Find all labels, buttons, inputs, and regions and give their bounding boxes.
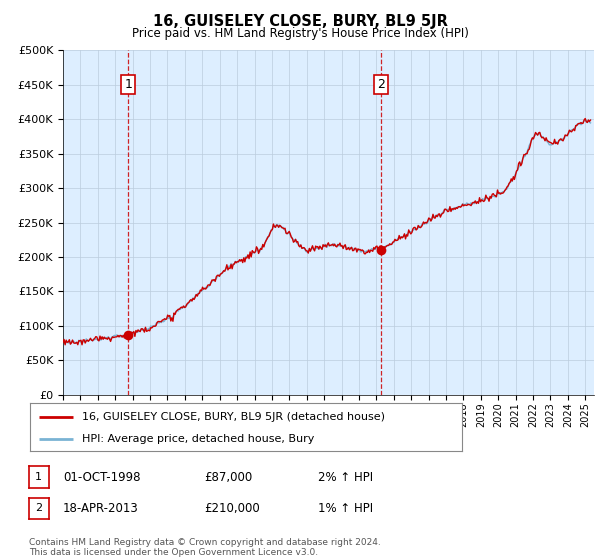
Text: 16, GUISELEY CLOSE, BURY, BL9 5JR: 16, GUISELEY CLOSE, BURY, BL9 5JR (152, 14, 448, 29)
Text: 18-APR-2013: 18-APR-2013 (63, 502, 139, 515)
Text: 2: 2 (377, 78, 385, 91)
Text: £210,000: £210,000 (204, 502, 260, 515)
Text: 16, GUISELEY CLOSE, BURY, BL9 5JR (detached house): 16, GUISELEY CLOSE, BURY, BL9 5JR (detac… (82, 412, 385, 422)
Text: 1% ↑ HPI: 1% ↑ HPI (318, 502, 373, 515)
Text: 2: 2 (35, 503, 42, 514)
Text: £87,000: £87,000 (204, 470, 252, 484)
Text: Price paid vs. HM Land Registry's House Price Index (HPI): Price paid vs. HM Land Registry's House … (131, 27, 469, 40)
Text: Contains HM Land Registry data © Crown copyright and database right 2024.
This d: Contains HM Land Registry data © Crown c… (29, 538, 380, 557)
Text: 1: 1 (124, 78, 132, 91)
Text: 2% ↑ HPI: 2% ↑ HPI (318, 470, 373, 484)
Text: 1: 1 (35, 472, 42, 482)
Text: 01-OCT-1998: 01-OCT-1998 (63, 470, 140, 484)
Text: HPI: Average price, detached house, Bury: HPI: Average price, detached house, Bury (82, 434, 314, 444)
